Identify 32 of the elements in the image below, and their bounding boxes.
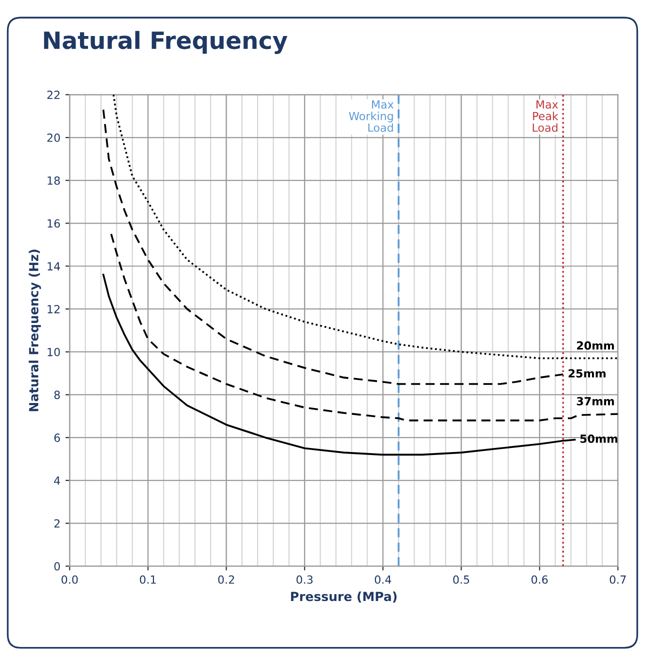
y-tick-label: 6 bbox=[54, 434, 60, 442]
y-tick-label: 10 bbox=[48, 348, 60, 356]
y-tick-label: 4 bbox=[54, 476, 60, 485]
series-label: 37mm bbox=[576, 397, 614, 406]
x-tick-label: 0.6 bbox=[531, 575, 548, 584]
x-tick-label: 0.7 bbox=[610, 575, 626, 584]
line-series bbox=[110, 233, 618, 422]
x-tick-label: 0.3 bbox=[296, 575, 313, 584]
x-axis-title: Pressure (MPa) bbox=[291, 592, 397, 603]
ref-line-label: Max Peak Load bbox=[532, 100, 558, 132]
y-tick-label: 12 bbox=[48, 304, 60, 314]
y-axis-title: Natural Frequency (Hz) bbox=[28, 250, 41, 412]
y-tick-label: 2 bbox=[54, 519, 60, 528]
y-tick-label: 22 bbox=[47, 90, 60, 99]
x-tick-label: 0.5 bbox=[453, 575, 470, 584]
y-tick-label: 8 bbox=[54, 390, 60, 400]
x-tick-label: 0.1 bbox=[140, 575, 156, 584]
series-label: 20mm bbox=[577, 341, 614, 350]
x-tick-label: 0.0 bbox=[62, 575, 78, 584]
chart-title: Natural Frequency bbox=[44, 30, 288, 54]
y-tick-label: 0 bbox=[54, 562, 60, 571]
y-tick-label: 18 bbox=[48, 176, 60, 185]
y-tick-label: 20 bbox=[47, 134, 60, 142]
y-tick-label: 14 bbox=[48, 262, 60, 270]
line-series bbox=[112, 94, 618, 360]
series-label: 25mm bbox=[568, 369, 606, 378]
ref-line-label: Max Working Load bbox=[348, 100, 394, 132]
x-tick-label: 0.4 bbox=[374, 575, 392, 584]
series-label: 50mm bbox=[580, 434, 618, 443]
x-tick-label: 0.2 bbox=[218, 575, 234, 584]
y-tick-label: 16 bbox=[48, 219, 60, 228]
line-series bbox=[102, 108, 564, 385]
